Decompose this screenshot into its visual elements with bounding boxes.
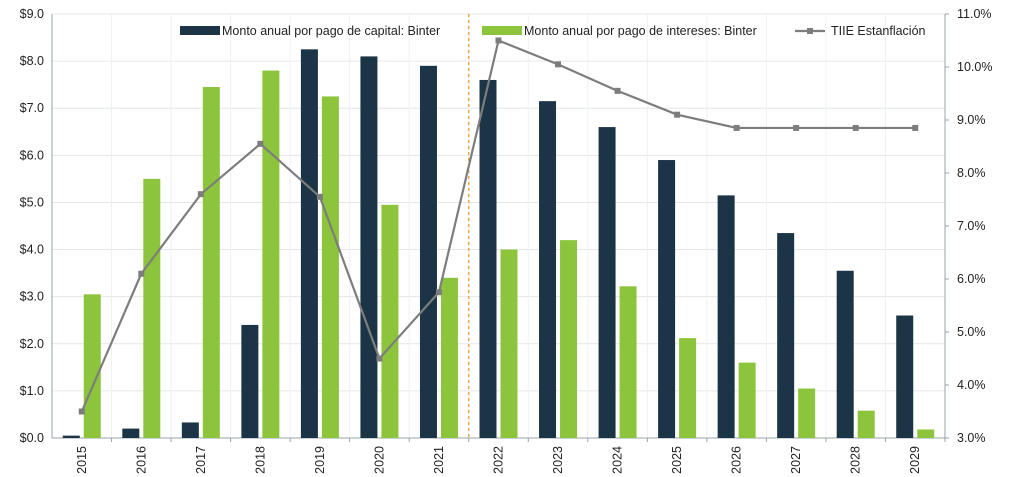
legend-label: Monto anual por pago de intereses: Binte… xyxy=(524,24,757,38)
line-tiie-marker xyxy=(376,355,383,362)
line-tiie-marker xyxy=(555,61,562,68)
x-tick-label: 2028 xyxy=(849,446,863,474)
bar-capital xyxy=(539,101,557,439)
legend-swatch xyxy=(180,26,220,35)
x-tick-label: 2019 xyxy=(313,446,327,474)
bar-capital xyxy=(419,65,437,439)
x-tick-label: 2029 xyxy=(908,446,922,474)
y-left-tick-label: $7.0 xyxy=(20,101,44,115)
y-right-tick-label: 5.0% xyxy=(957,325,986,339)
bar-intereses xyxy=(738,362,756,438)
bar-intereses xyxy=(917,429,935,438)
line-tiie-marker xyxy=(793,124,800,131)
line-tiie-marker xyxy=(78,408,85,415)
x-tick-label: 2024 xyxy=(611,446,625,474)
line-tiie-marker xyxy=(614,87,621,94)
bar-intereses xyxy=(202,87,220,439)
y-left-tick-label: $2.0 xyxy=(20,337,44,351)
bar-capital xyxy=(777,233,795,438)
y-left-tick-label: $3.0 xyxy=(20,290,44,304)
line-tiie-marker xyxy=(912,124,919,131)
bar-capital xyxy=(62,435,80,438)
x-tick-label: 2025 xyxy=(670,446,684,474)
bar-capital xyxy=(360,56,378,439)
bar-intereses xyxy=(262,70,280,439)
bar-intereses xyxy=(857,410,875,438)
bar-intereses xyxy=(381,204,399,438)
y-left-tick-label: $4.0 xyxy=(20,243,44,257)
bar-capital xyxy=(479,79,497,438)
bar-capital xyxy=(300,49,318,438)
x-tick-label: 2021 xyxy=(432,446,446,474)
line-tiie-marker xyxy=(316,193,323,200)
legend-swatch xyxy=(482,26,522,35)
bar-intereses xyxy=(83,294,101,438)
bar-capital xyxy=(836,270,854,438)
bar-capital xyxy=(717,195,735,438)
y-right-tick-label: 11.0% xyxy=(957,7,992,21)
line-tiie-marker xyxy=(733,124,740,131)
y-left-tick-label: $8.0 xyxy=(20,54,44,68)
x-tick-label: 2016 xyxy=(134,446,148,474)
x-tick-label: 2023 xyxy=(551,446,565,474)
x-tick-label: 2015 xyxy=(75,446,89,474)
bar-capital xyxy=(658,160,676,439)
bar-intereses xyxy=(321,96,339,438)
bar-intereses xyxy=(560,240,578,438)
line-tiie-marker xyxy=(852,124,859,131)
x-tick-label: 2017 xyxy=(194,446,208,474)
legend-label: TIIE Estanflación xyxy=(831,24,926,38)
bar-capital xyxy=(598,127,616,439)
bar-intereses xyxy=(500,249,518,438)
bar-capital xyxy=(181,422,199,438)
y-right-tick-label: 9.0% xyxy=(957,113,986,127)
line-tiie-marker xyxy=(197,191,204,198)
bar-capital xyxy=(896,315,914,438)
line-tiie-marker xyxy=(257,140,264,147)
y-left-tick-label: $5.0 xyxy=(20,195,44,209)
legend-marker xyxy=(807,28,813,34)
y-right-tick-label: 7.0% xyxy=(957,219,986,233)
x-tick-label: 2022 xyxy=(492,446,506,474)
y-left-tick-label: $9.0 xyxy=(20,7,44,21)
y-left-tick-label: $6.0 xyxy=(20,148,44,162)
line-tiie-marker xyxy=(495,37,502,44)
y-right-tick-label: 10.0% xyxy=(957,60,992,74)
bar-intereses xyxy=(679,338,697,438)
line-tiie-marker xyxy=(674,111,681,118)
bar-intereses xyxy=(143,178,161,438)
x-tick-label: 2018 xyxy=(253,446,267,474)
legend-label: Monto anual por pago de capital: Binter xyxy=(222,24,440,38)
y-right-tick-label: 3.0% xyxy=(957,431,986,445)
line-tiie-marker xyxy=(138,270,145,277)
line-tiie-marker xyxy=(435,289,442,296)
bar-intereses xyxy=(619,286,637,438)
x-tick-label: 2020 xyxy=(372,446,386,474)
x-tick-label: 2026 xyxy=(730,446,744,474)
y-left-tick-label: $1.0 xyxy=(20,384,44,398)
plot-area xyxy=(52,14,945,438)
bar-intereses xyxy=(440,277,458,438)
y-right-tick-label: 8.0% xyxy=(957,166,986,180)
x-tick-label: 2027 xyxy=(789,446,803,474)
y-left-tick-label: $0.0 xyxy=(20,431,44,445)
y-right-tick-label: 4.0% xyxy=(957,378,986,392)
y-right-tick-label: 6.0% xyxy=(957,272,986,286)
bar-intereses xyxy=(798,388,816,438)
bar-capital xyxy=(241,324,259,438)
bar-capital xyxy=(122,428,140,438)
